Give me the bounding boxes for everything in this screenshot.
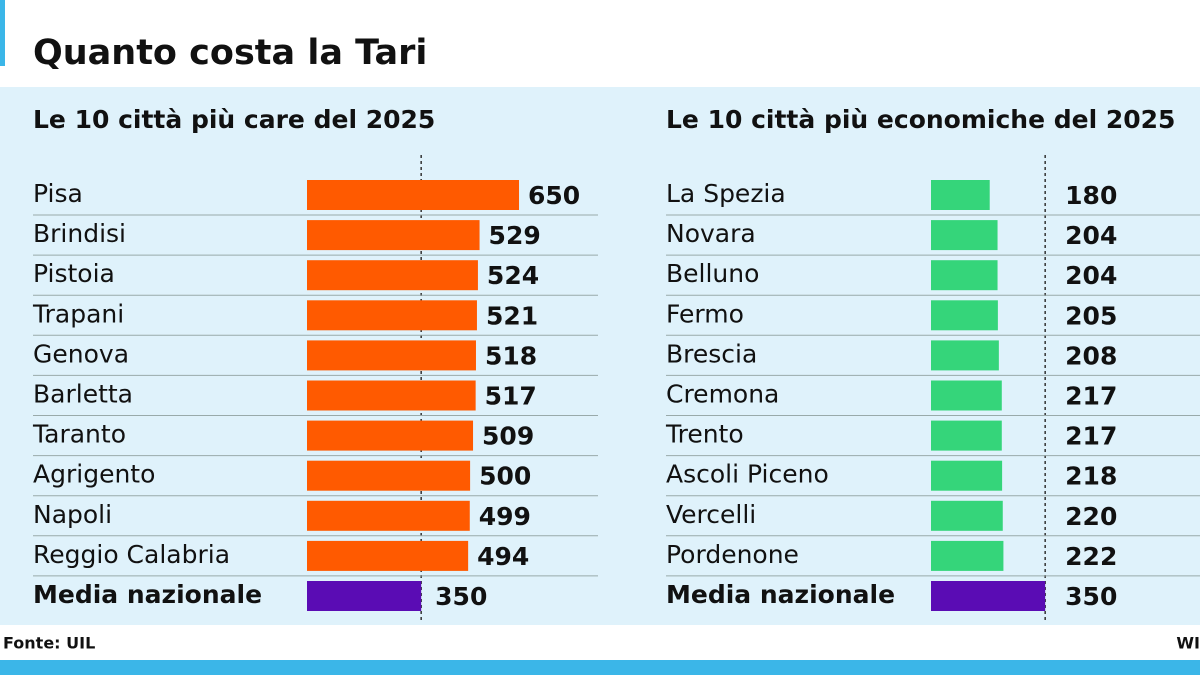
bar [931, 581, 1046, 611]
bar [931, 380, 1002, 411]
value-label: 217 [1065, 422, 1117, 451]
value-label: 509 [482, 422, 534, 451]
category-label: Trapani [32, 299, 124, 328]
value-label: 217 [1065, 382, 1117, 411]
category-label: Pistoia [33, 259, 115, 288]
category-label: La Spezia [666, 179, 786, 208]
bar [307, 180, 520, 210]
bar [931, 220, 998, 251]
category-label: Belluno [666, 259, 759, 288]
value-label: 350 [435, 582, 487, 611]
bar [307, 380, 476, 411]
footer-stripe [0, 660, 1200, 675]
bar [307, 420, 474, 451]
bar [307, 260, 478, 291]
bar [931, 300, 998, 331]
value-label: 524 [487, 261, 539, 290]
bar [307, 581, 422, 611]
value-label: 518 [485, 341, 537, 370]
chart-subtitle: Le 10 città più care del 2025 [33, 105, 435, 134]
bar [931, 340, 999, 371]
category-label: Brescia [666, 339, 757, 368]
category-label: Trento [665, 420, 744, 449]
bar [307, 500, 470, 531]
brand: WI [1176, 634, 1200, 653]
bar [307, 340, 476, 371]
category-label: Taranto [32, 420, 126, 449]
category-label: Cremona [666, 380, 779, 409]
accent-bar [0, 0, 5, 66]
bar [307, 220, 480, 251]
value-label: 500 [479, 462, 531, 491]
source: Fonte: UIL [3, 634, 95, 653]
value-label: 204 [1065, 261, 1117, 290]
bar [931, 460, 1003, 491]
value-label: 208 [1065, 341, 1117, 370]
category-label: Media nazionale [666, 580, 895, 609]
category-label: Barletta [33, 380, 133, 409]
category-label: Novara [666, 219, 756, 248]
chart-subtitle: Le 10 città più economiche del 2025 [666, 105, 1175, 134]
category-label: Brindisi [33, 219, 126, 248]
bar [931, 260, 998, 291]
value-label: 499 [479, 502, 531, 531]
category-label: Media nazionale [33, 580, 262, 609]
bar [931, 180, 990, 210]
value-label: 218 [1065, 462, 1117, 491]
value-label: 180 [1065, 181, 1117, 210]
category-label: Vercelli [666, 500, 756, 529]
value-label: 650 [528, 181, 580, 210]
category-label: Genova [33, 339, 129, 368]
value-label: 350 [1065, 582, 1117, 611]
category-label: Napoli [33, 500, 112, 529]
bar [307, 300, 477, 331]
value-label: 529 [489, 221, 541, 250]
value-label: 517 [485, 382, 537, 411]
bar [307, 540, 469, 571]
value-label: 222 [1065, 542, 1117, 571]
value-label: 521 [486, 301, 538, 330]
value-label: 494 [477, 542, 529, 571]
bar [931, 540, 1004, 571]
value-label: 205 [1065, 301, 1117, 330]
value-label: 220 [1065, 502, 1117, 531]
value-label: 204 [1065, 221, 1117, 250]
bar [931, 500, 1003, 531]
page-title: Quanto costa la Tari [33, 33, 427, 73]
category-label: Reggio Calabria [33, 540, 230, 569]
category-label: Pordenone [666, 540, 799, 569]
category-label: Pisa [33, 179, 83, 208]
category-label: Agrigento [33, 460, 155, 489]
category-label: Ascoli Piceno [666, 460, 829, 489]
bar [931, 420, 1002, 451]
bar [307, 460, 471, 491]
category-label: Fermo [666, 299, 744, 328]
